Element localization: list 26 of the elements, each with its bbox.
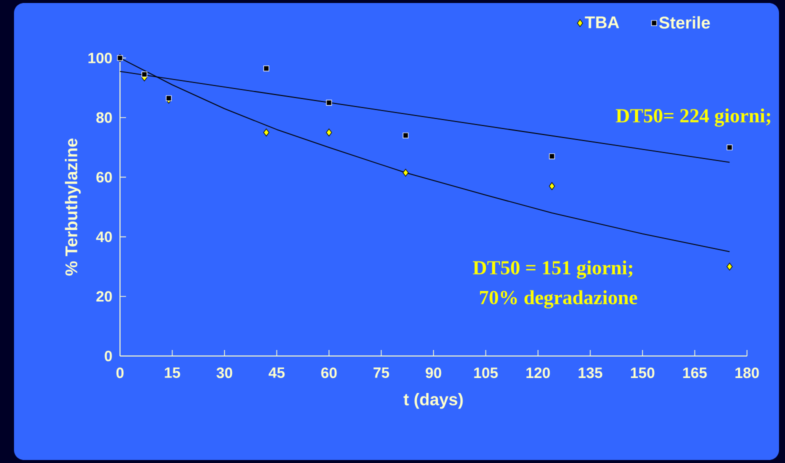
y-tick-label: 40 bbox=[96, 232, 112, 242]
y-tick-label: 100 bbox=[88, 52, 112, 64]
x-tick-label: 75 bbox=[374, 368, 390, 378]
x-tick-label: 105 bbox=[474, 368, 498, 378]
x-tick-label: 30 bbox=[216, 368, 232, 378]
annotation: 70% degradazione bbox=[480, 290, 638, 308]
legend-label: TBA bbox=[584, 16, 620, 28]
x-tick-label: 45 bbox=[268, 368, 285, 378]
y-tick-label: 20 bbox=[96, 291, 112, 302]
y-tick-label: 80 bbox=[96, 112, 112, 123]
y-tick-label: 0 bbox=[104, 350, 112, 362]
x-tick-label: 150 bbox=[630, 368, 654, 378]
annotation: DT50= 224 giorni; bbox=[616, 108, 770, 127]
x-tick-label: 180 bbox=[735, 368, 759, 378]
x-tick-label: 60 bbox=[321, 368, 337, 378]
y-tick-label: 60 bbox=[96, 172, 112, 182]
legend-label: Sterile bbox=[659, 16, 710, 29]
x-axis-title: t (days) bbox=[404, 392, 463, 409]
x-tick-label: 120 bbox=[526, 368, 550, 378]
x-tick-label: 165 bbox=[683, 368, 707, 378]
y-axis-title: % Terbuthylazine bbox=[64, 138, 81, 276]
annotation: DT50 = 151 giorni; bbox=[472, 260, 632, 279]
x-tick-label: 135 bbox=[578, 368, 602, 378]
x-tick-label: 15 bbox=[164, 368, 180, 378]
x-tick-label: 90 bbox=[426, 368, 442, 378]
x-tick-label: 0 bbox=[116, 368, 124, 378]
